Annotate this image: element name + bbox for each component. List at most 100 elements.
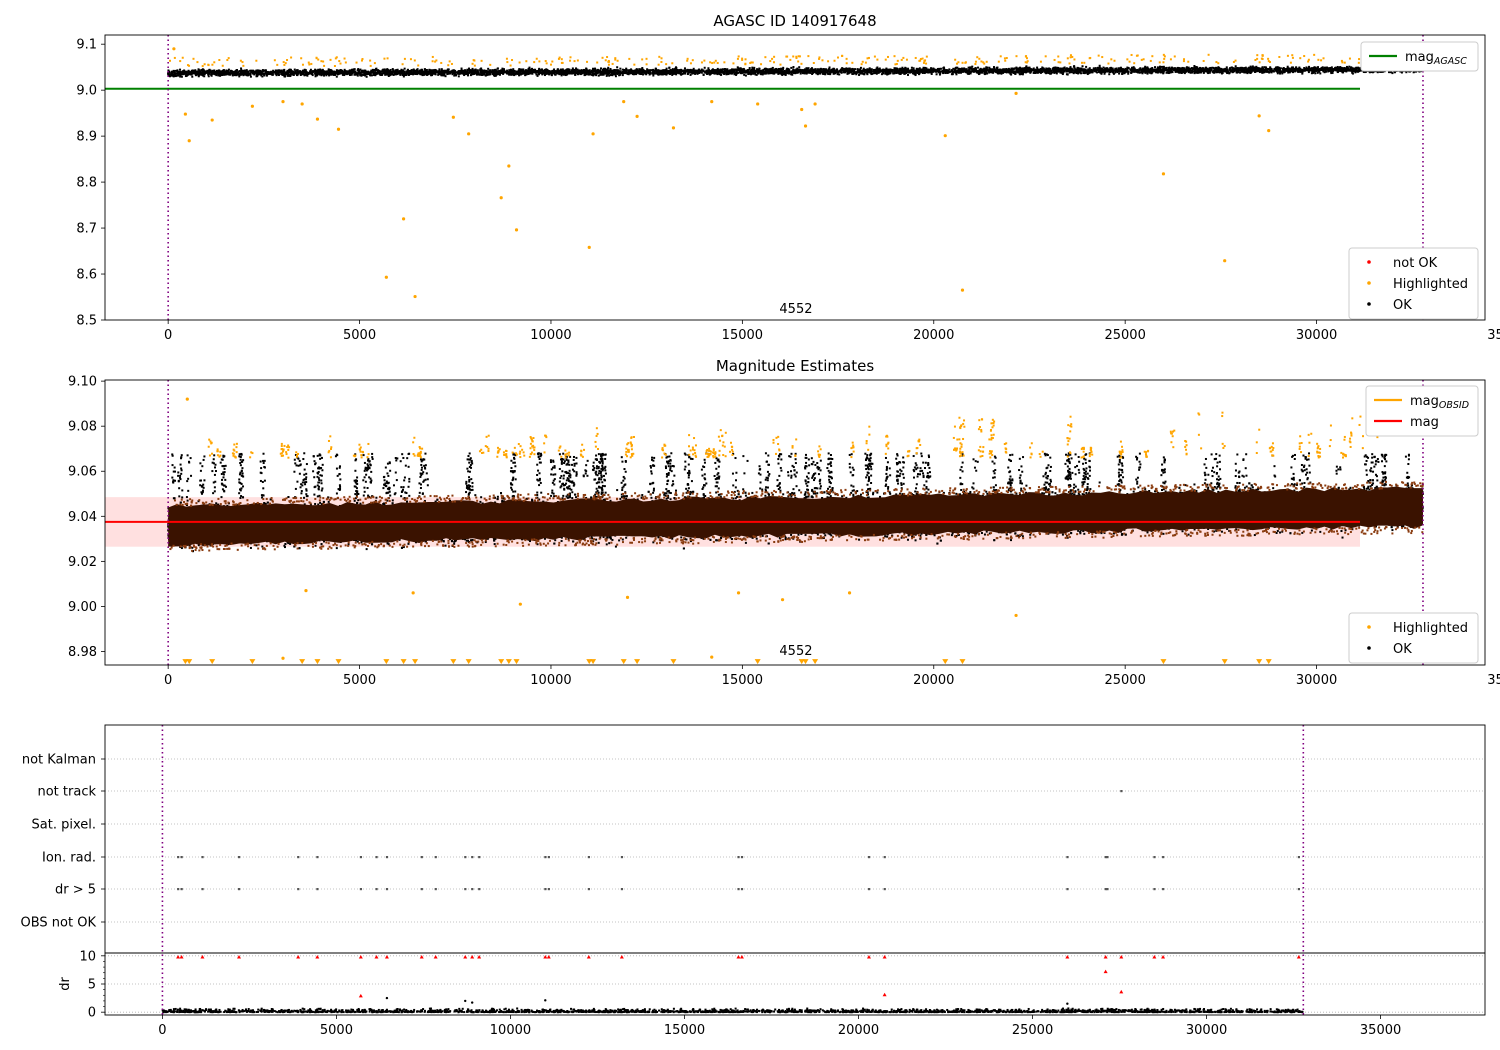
ok-point [1376, 71, 1379, 74]
ok-point [277, 74, 280, 77]
ok-point [335, 69, 338, 72]
ok-point [929, 71, 932, 74]
ok-point [253, 70, 256, 73]
ok-point [273, 71, 276, 74]
ok-point [805, 72, 808, 75]
ok-point [1176, 66, 1179, 69]
ok-point [437, 73, 440, 76]
ok-point [252, 70, 255, 73]
ok-point [941, 70, 944, 73]
ok-point [400, 68, 403, 71]
ok-point [402, 75, 405, 78]
ok-point [536, 74, 539, 77]
ok-point [199, 73, 202, 76]
ok-point [228, 71, 231, 74]
ok-point [1314, 72, 1317, 75]
ok-point [635, 68, 638, 71]
ok-point [942, 71, 945, 74]
ok-point [307, 73, 310, 76]
ok-point [623, 69, 626, 72]
ok-point [383, 68, 386, 71]
ok-point [487, 67, 490, 70]
ok-point [314, 70, 317, 73]
ok-point [1330, 66, 1333, 69]
ok-point [254, 71, 257, 74]
ok-point [1211, 66, 1214, 69]
ok-point [955, 66, 958, 69]
ok-point [1183, 72, 1186, 75]
ok-point [1191, 71, 1194, 74]
ok-point [911, 72, 914, 75]
ok-point [565, 72, 568, 75]
ok-point [627, 73, 630, 76]
ok-point [553, 68, 556, 71]
ok-point [795, 70, 798, 73]
ok-point [316, 70, 319, 73]
ok-point [1036, 66, 1039, 69]
ok-point [910, 69, 913, 72]
ok-point [1008, 70, 1011, 73]
ok-point [390, 73, 393, 76]
ok-point [559, 68, 562, 71]
ok-point [1234, 65, 1237, 68]
ok-point [675, 70, 678, 73]
ok-point [1269, 69, 1272, 72]
ok-point [500, 71, 503, 74]
ok-point [1038, 71, 1041, 74]
ok-point [971, 65, 974, 68]
ok-point [235, 69, 238, 72]
ok-point [993, 67, 996, 70]
ok-point [875, 67, 878, 70]
ok-point [1141, 67, 1144, 70]
ok-point [872, 68, 875, 71]
ok-point [1046, 70, 1049, 73]
ok-point [301, 70, 304, 73]
ok-point [319, 70, 322, 73]
ok-point [711, 68, 714, 71]
ok-point [859, 69, 862, 72]
ok-point [455, 71, 458, 74]
ok-point [782, 67, 785, 70]
ok-point [884, 70, 887, 73]
ok-point [491, 72, 494, 75]
ok-point [255, 75, 258, 78]
ok-point [702, 73, 705, 76]
ok-point [1111, 71, 1114, 74]
ok-point [231, 74, 234, 77]
ok-point [1174, 68, 1177, 71]
ok-point [1292, 69, 1295, 72]
ok-point [848, 67, 851, 70]
ok-point [585, 67, 588, 70]
ok-point [1229, 67, 1232, 70]
ok-point [827, 68, 830, 71]
ok-point [1063, 69, 1066, 72]
ok-point [561, 68, 564, 71]
ok-point [807, 67, 810, 70]
ok-point [225, 73, 228, 76]
ok-point [1309, 67, 1312, 70]
ok-point [928, 71, 931, 74]
ok-point [308, 72, 311, 75]
ok-point [346, 73, 349, 76]
ok-point [799, 72, 802, 75]
ok-point [1070, 71, 1073, 74]
ok-point [179, 75, 182, 78]
ok-point [868, 67, 871, 70]
ok-point [1268, 71, 1271, 74]
ok-point [493, 74, 496, 77]
ok-point [508, 71, 511, 74]
ok-point [395, 73, 398, 76]
ok-point [281, 73, 284, 76]
ok-point [1351, 67, 1354, 70]
ok-point [475, 73, 478, 76]
ok-point [959, 68, 962, 71]
ok-point [303, 68, 306, 71]
ok-point [620, 72, 623, 75]
ok-point [1303, 67, 1306, 70]
ok-point [595, 74, 598, 77]
ok-point [1165, 69, 1168, 72]
ok-point [471, 73, 474, 76]
ok-point [751, 70, 754, 73]
ok-point [571, 67, 574, 70]
ok-point [382, 68, 385, 71]
